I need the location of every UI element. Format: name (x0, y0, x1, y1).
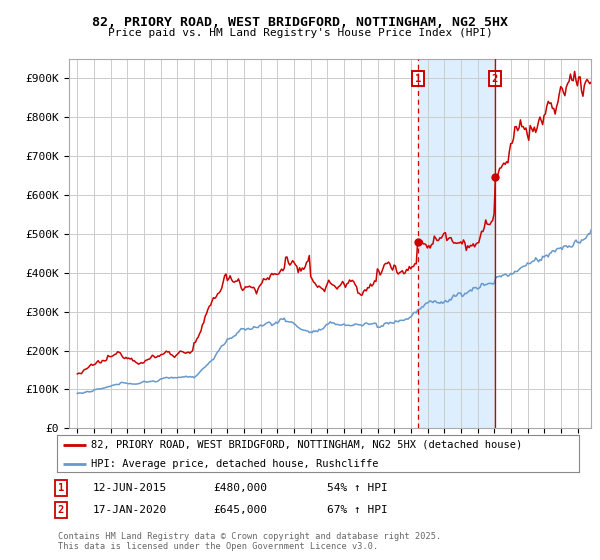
Text: 67% ↑ HPI: 67% ↑ HPI (327, 505, 388, 515)
Text: HPI: Average price, detached house, Rushcliffe: HPI: Average price, detached house, Rush… (91, 459, 379, 469)
Text: Contains HM Land Registry data © Crown copyright and database right 2025.
This d: Contains HM Land Registry data © Crown c… (58, 532, 441, 552)
Text: 12-JUN-2015: 12-JUN-2015 (93, 483, 167, 493)
Text: 2: 2 (492, 73, 498, 83)
Text: 2: 2 (58, 505, 64, 515)
Text: 1: 1 (415, 73, 421, 83)
Text: 1: 1 (58, 483, 64, 493)
Text: 82, PRIORY ROAD, WEST BRIDGFORD, NOTTINGHAM, NG2 5HX (detached house): 82, PRIORY ROAD, WEST BRIDGFORD, NOTTING… (91, 440, 522, 450)
Text: 17-JAN-2020: 17-JAN-2020 (93, 505, 167, 515)
Bar (418, 59, 495, 428)
Text: £480,000: £480,000 (213, 483, 267, 493)
Text: £645,000: £645,000 (213, 505, 267, 515)
Text: 54% ↑ HPI: 54% ↑ HPI (327, 483, 388, 493)
Text: 82, PRIORY ROAD, WEST BRIDGFORD, NOTTINGHAM, NG2 5HX: 82, PRIORY ROAD, WEST BRIDGFORD, NOTTING… (92, 16, 508, 29)
Text: Price paid vs. HM Land Registry's House Price Index (HPI): Price paid vs. HM Land Registry's House … (107, 28, 493, 38)
